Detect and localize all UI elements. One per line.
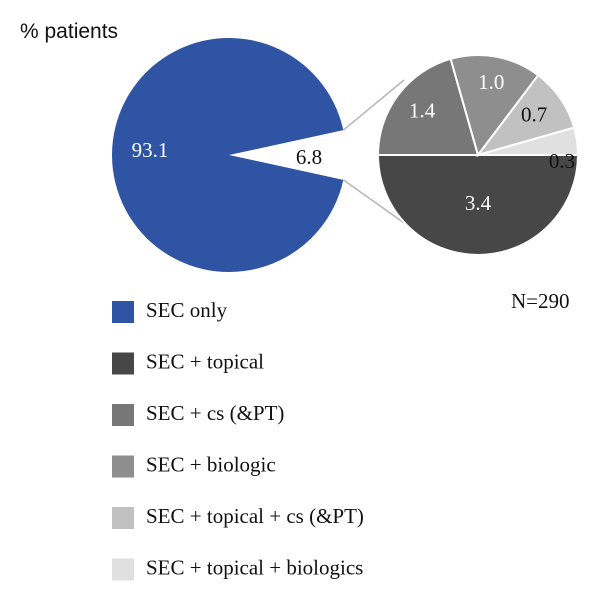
slice-sec-cs [376,57,480,156]
data-labels: 93.1 6.8 3.4 1.4 1.0 0.70.3 [132,70,576,215]
data-label-sec-cs: 1.4 [409,99,436,123]
legend-item-sec-topical-cs: SEC + topical + cs (&PT) [112,504,364,529]
legend-swatch [112,404,134,426]
legend-swatch [112,301,134,323]
data-label-sec-topical-biologics: 0.3 [549,149,575,173]
legend-item-sec-only: SEC only [112,298,228,323]
legend-item-sec-topical-biologics: SEC + topical + biologics [112,555,363,581]
main-pie [112,38,344,273]
sample-size-note: N=290 [511,289,570,313]
slice-sec-topical-biologics [477,126,580,156]
slice-sec-topical [376,154,580,256]
slice-sec-biologic [449,54,540,158]
legend-label: SEC + topical [146,349,264,373]
legend-item-sec-topical: SEC + topical [112,349,264,375]
data-label-sec-biologic: 1.0 [478,70,504,94]
legend-item-sec-biologic: SEC + biologic [112,452,276,478]
data-label-sec-topical: 3.4 [465,191,492,215]
legend-label: SEC + cs (&PT) [146,401,284,425]
y-axis-label: % patients [20,20,118,43]
legend-swatch [112,558,134,581]
legend-swatch [112,455,134,478]
sub-pie [376,54,580,256]
legend-item-sec-cs: SEC + cs (&PT) [112,401,284,426]
slice-sec-only [112,38,344,273]
legend-label: SEC + topical + cs (&PT) [146,504,364,528]
legend-label: SEC only [146,298,228,322]
data-label-sec-topical-cs: 0.7 [521,102,547,126]
connector-line-lower [342,179,408,226]
legend-label: SEC + biologic [146,452,276,476]
legend-label: SEC + topical + biologics [146,555,363,579]
legend: SEC only SEC + topical SEC + cs (&PT) SEC +… [112,298,364,581]
connector-line-upper [342,79,405,131]
data-label-sec-only: 93.1 [132,138,169,162]
legend-swatch [112,507,134,529]
data-label-other: 6.8 [296,145,322,169]
connector-lines [342,79,408,226]
legend-swatch [112,352,134,375]
